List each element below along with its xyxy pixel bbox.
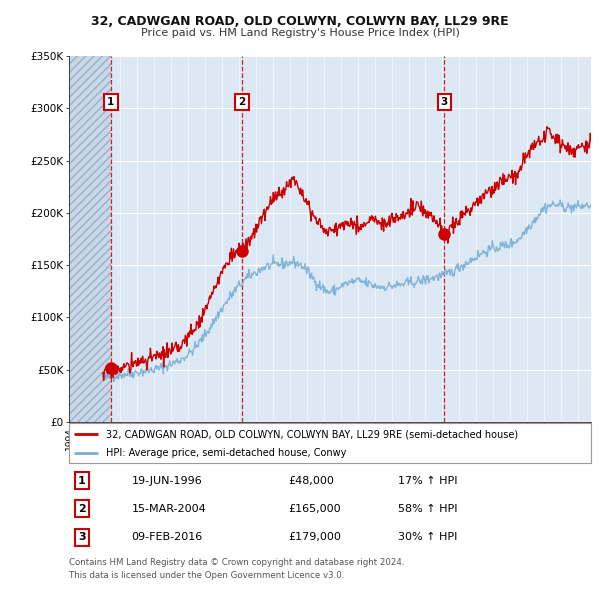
Text: 15-MAR-2004: 15-MAR-2004 [131,504,206,514]
Text: 09-FEB-2016: 09-FEB-2016 [131,532,203,542]
Text: HPI: Average price, semi-detached house, Conwy: HPI: Average price, semi-detached house,… [106,448,346,458]
Text: £48,000: £48,000 [288,476,334,486]
Text: 1: 1 [107,97,115,107]
Text: 32, CADWGAN ROAD, OLD COLWYN, COLWYN BAY, LL29 9RE: 32, CADWGAN ROAD, OLD COLWYN, COLWYN BAY… [91,15,509,28]
Bar [69,56,111,422]
Text: 2: 2 [239,97,246,107]
Text: 32, CADWGAN ROAD, OLD COLWYN, COLWYN BAY, LL29 9RE (semi-detached house): 32, CADWGAN ROAD, OLD COLWYN, COLWYN BAY… [106,430,518,440]
Text: Contains HM Land Registry data © Crown copyright and database right 2024.: Contains HM Land Registry data © Crown c… [69,558,404,566]
Text: 3: 3 [78,532,86,542]
Text: £165,000: £165,000 [288,504,341,514]
Text: 2: 2 [78,504,86,514]
Text: 30% ↑ HPI: 30% ↑ HPI [398,532,457,542]
Text: 3: 3 [441,97,448,107]
Text: 17% ↑ HPI: 17% ↑ HPI [398,476,457,486]
Text: 19-JUN-1996: 19-JUN-1996 [131,476,202,486]
Text: This data is licensed under the Open Government Licence v3.0.: This data is licensed under the Open Gov… [69,571,344,580]
Text: Price paid vs. HM Land Registry's House Price Index (HPI): Price paid vs. HM Land Registry's House … [140,28,460,38]
Text: 1: 1 [78,476,86,486]
Text: 58% ↑ HPI: 58% ↑ HPI [398,504,457,514]
Text: £179,000: £179,000 [288,532,341,542]
